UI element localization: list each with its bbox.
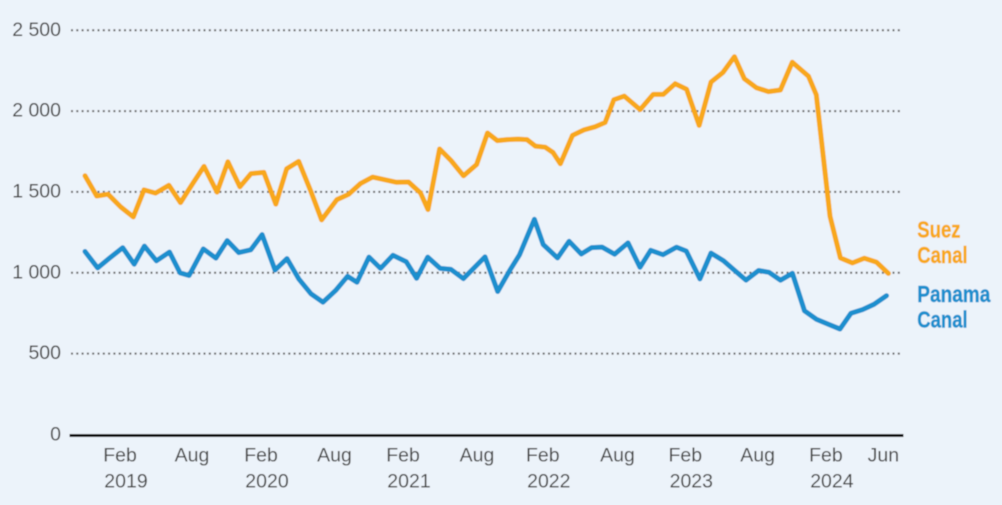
svg-text:Feb: Feb bbox=[103, 445, 137, 467]
svg-text:2023: 2023 bbox=[670, 471, 713, 493]
svg-text:Feb: Feb bbox=[668, 445, 702, 467]
svg-text:Canal: Canal bbox=[917, 242, 967, 268]
svg-text:2019: 2019 bbox=[104, 471, 147, 493]
svg-text:Aug: Aug bbox=[740, 445, 775, 467]
svg-text:Aug: Aug bbox=[460, 445, 495, 467]
svg-text:Canal: Canal bbox=[917, 307, 967, 333]
svg-text:2021: 2021 bbox=[387, 471, 430, 493]
svg-text:0: 0 bbox=[50, 423, 61, 445]
svg-text:2 000: 2 000 bbox=[12, 100, 61, 122]
svg-text:2022: 2022 bbox=[527, 471, 570, 493]
svg-text:Jun: Jun bbox=[868, 445, 899, 467]
svg-text:Suez: Suez bbox=[917, 217, 960, 243]
svg-text:2024: 2024 bbox=[810, 471, 854, 493]
svg-text:Panama: Panama bbox=[917, 281, 991, 307]
svg-text:2 500: 2 500 bbox=[12, 19, 61, 41]
svg-text:2020: 2020 bbox=[245, 471, 289, 493]
svg-text:Aug: Aug bbox=[175, 445, 210, 467]
svg-text:Feb: Feb bbox=[386, 445, 420, 467]
svg-text:Feb: Feb bbox=[809, 445, 843, 467]
svg-text:Aug: Aug bbox=[600, 445, 635, 467]
svg-text:Feb: Feb bbox=[526, 445, 560, 467]
svg-text:1 500: 1 500 bbox=[12, 180, 61, 202]
svg-text:500: 500 bbox=[28, 342, 61, 364]
svg-text:Feb: Feb bbox=[244, 445, 278, 467]
svg-text:1 000: 1 000 bbox=[12, 261, 61, 283]
svg-text:Aug: Aug bbox=[317, 445, 352, 467]
